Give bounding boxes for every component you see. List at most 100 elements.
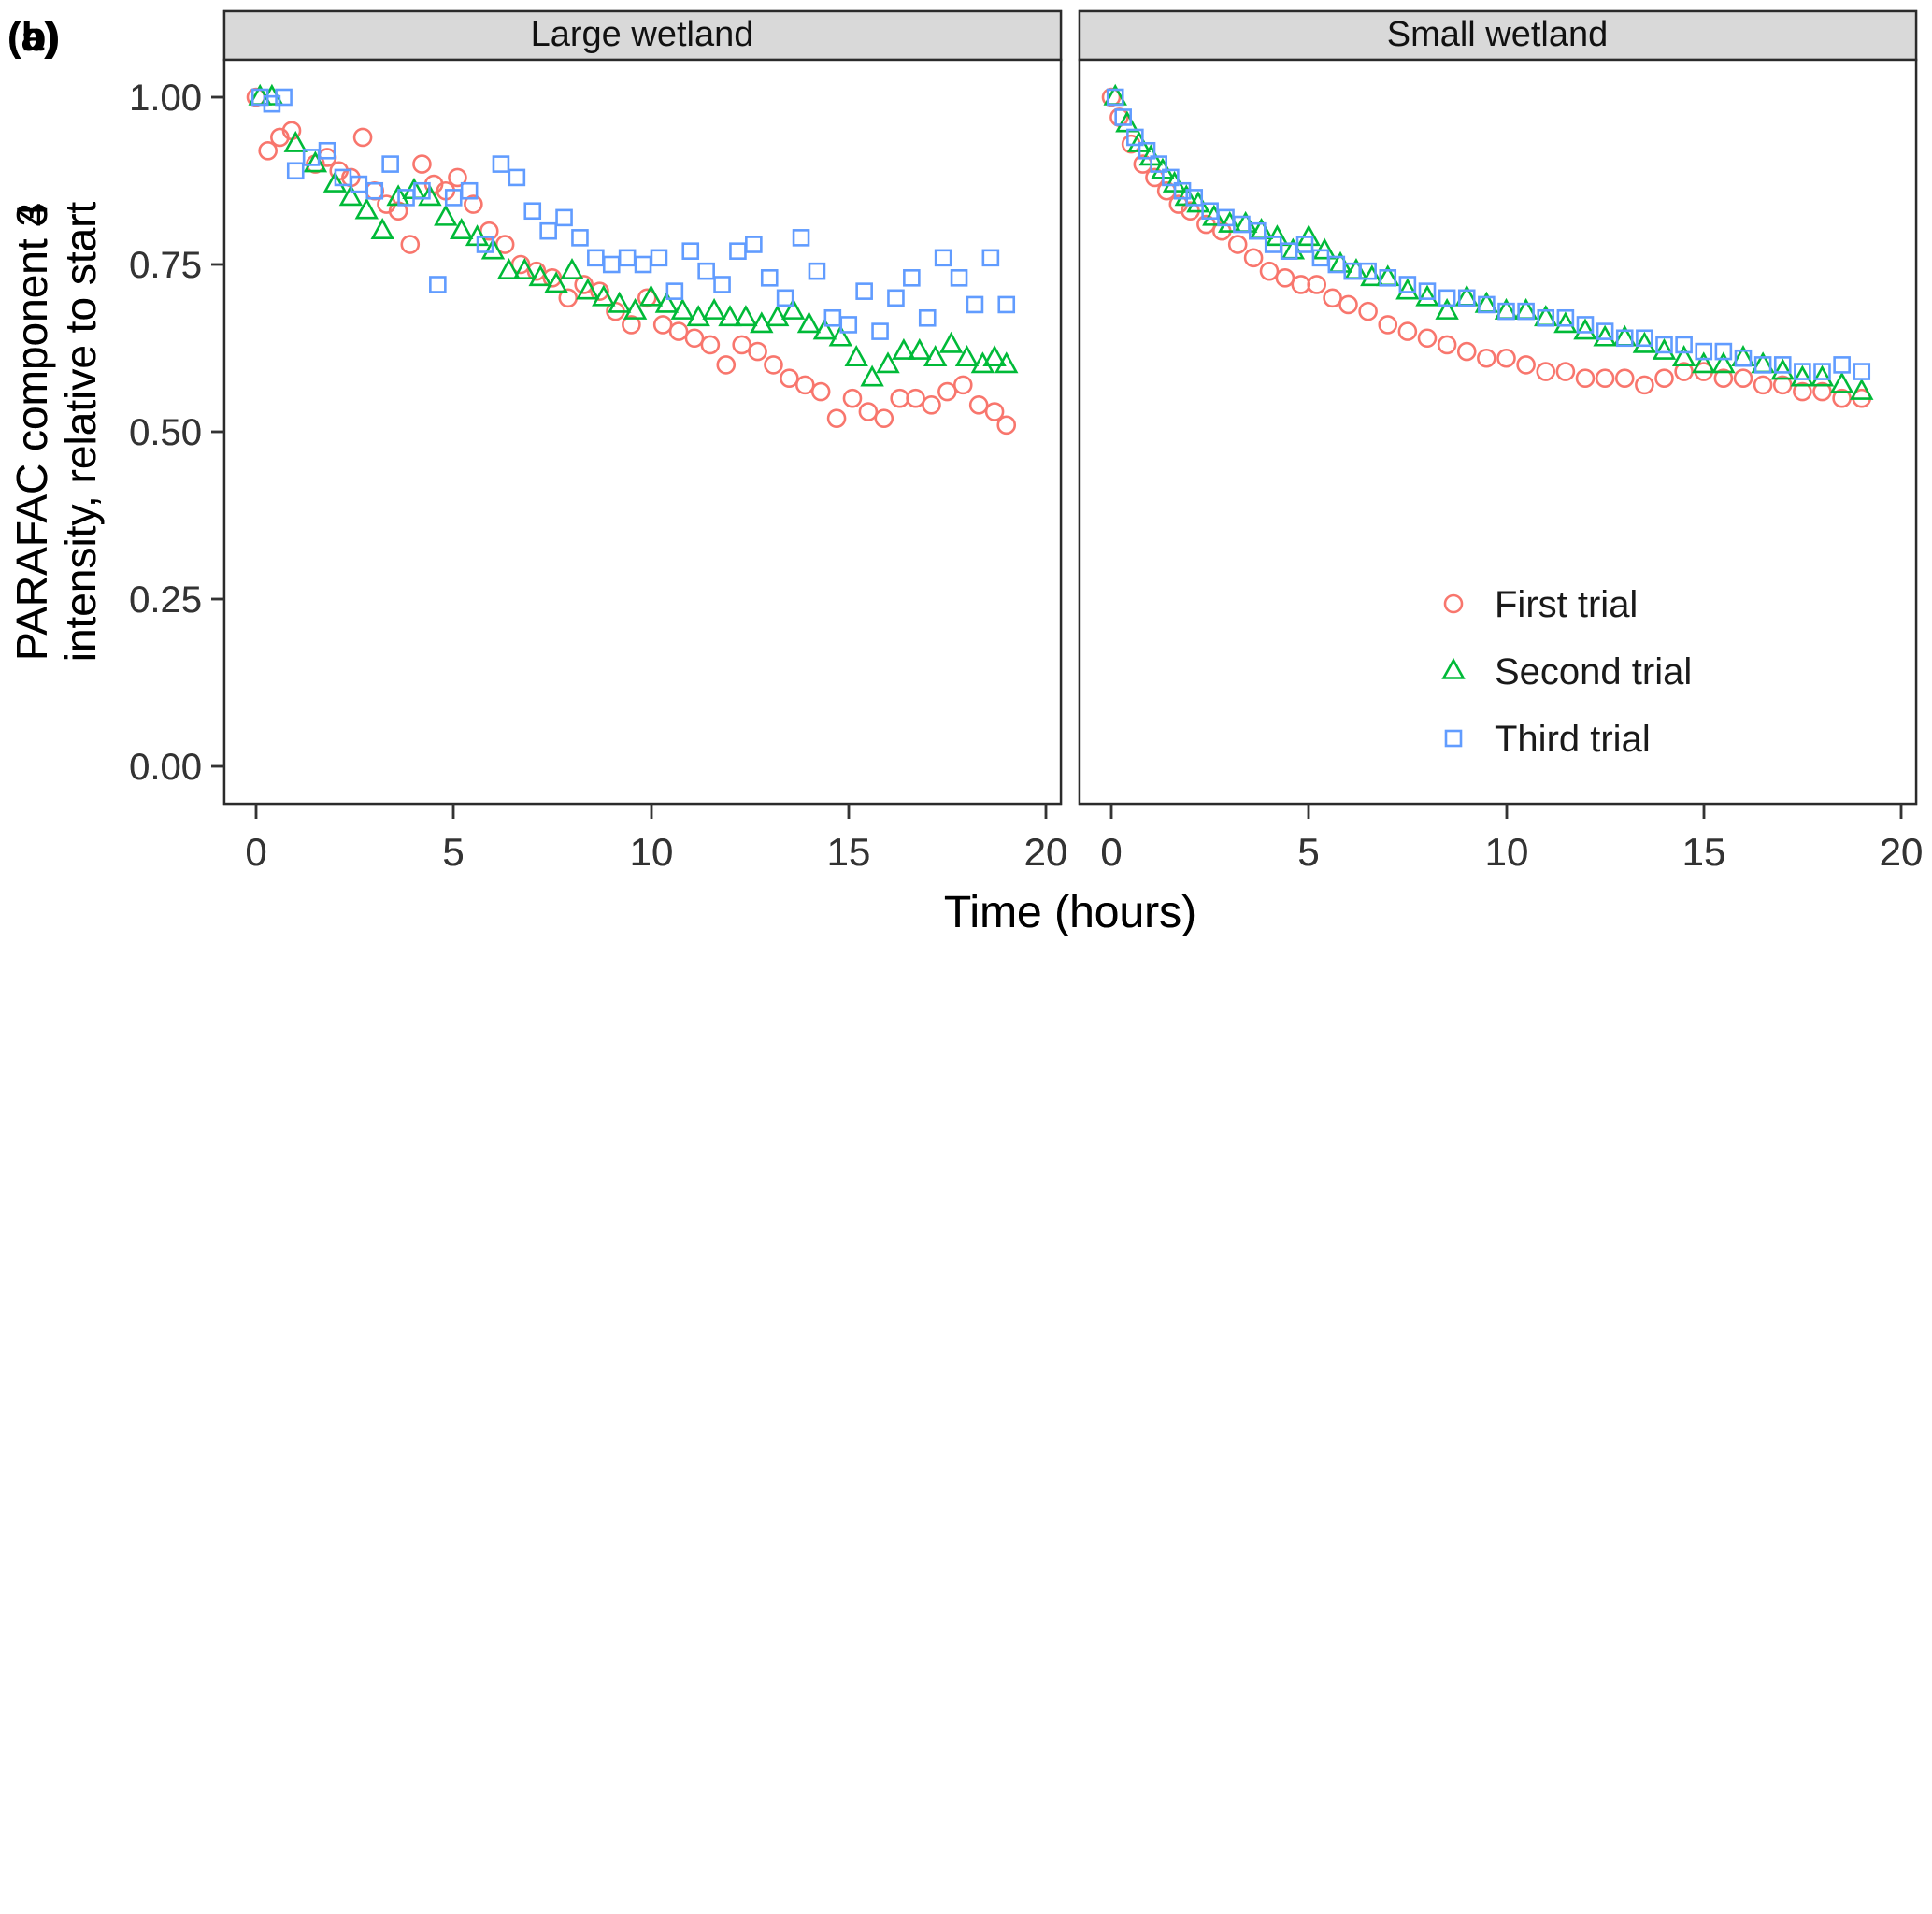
data-point-triangle — [1790, 364, 1815, 387]
data-point-circle — [1635, 375, 1654, 395]
data-point-square — [808, 262, 826, 280]
data-point-circle — [968, 395, 989, 415]
data-point-circle — [996, 415, 1017, 436]
data-point-square — [1636, 329, 1653, 348]
data-point-square — [697, 262, 715, 280]
data-point-square — [508, 168, 526, 187]
data-point-square — [713, 276, 731, 293]
data-point-circle — [1733, 368, 1753, 389]
data-point-square — [476, 236, 494, 253]
data-point-square — [950, 269, 968, 287]
data-point-triangle — [322, 170, 348, 193]
data-point-square — [903, 269, 921, 287]
data-point-circle — [1812, 381, 1832, 402]
legend-marker-circle — [1443, 593, 1464, 614]
data-point-circle — [874, 408, 894, 428]
data-point-square — [839, 316, 858, 334]
data-point-circle — [1654, 368, 1674, 389]
legend-label: Second trial — [1495, 651, 1692, 693]
data-point-triangle — [1810, 364, 1835, 387]
data-point-circle — [906, 388, 925, 408]
data-point-circle — [1397, 321, 1418, 341]
x-tick-label: 15 — [1682, 830, 1726, 874]
facet-strip-large-label: Large wetland — [531, 15, 754, 54]
data-point-triangle — [1711, 351, 1736, 374]
plot-panel-small — [1078, 58, 1918, 806]
data-point-circle — [1575, 368, 1596, 389]
data-point-circle — [558, 288, 579, 308]
data-point-triangle — [623, 297, 648, 320]
data-point-square — [650, 249, 668, 267]
data-point-square — [1833, 356, 1851, 374]
data-point-square — [1162, 168, 1180, 187]
data-point-square — [1655, 336, 1673, 354]
data-point-circle — [764, 355, 783, 375]
data-point-circle — [1323, 288, 1342, 308]
data-point-square — [918, 308, 937, 327]
data-point-circle — [1338, 294, 1358, 315]
data-point-square — [681, 242, 700, 260]
data-point-circle — [542, 268, 563, 288]
x-tick-label: 15 — [827, 830, 871, 874]
data-point-square — [460, 181, 479, 200]
data-point-square — [429, 276, 447, 293]
data-point-triangle — [812, 318, 837, 340]
data-point-circle — [842, 388, 863, 408]
data-point-triangle — [1360, 264, 1384, 287]
x-tick-label: 5 — [442, 830, 464, 874]
data-point-square — [1126, 128, 1144, 147]
data-point-square — [1497, 302, 1515, 321]
data-point-triangle — [1435, 297, 1459, 320]
x-tick-label: 0 — [1100, 830, 1122, 874]
data-point-triangle — [1573, 318, 1597, 340]
data-point-square — [555, 208, 573, 227]
data-point-triangle — [1829, 371, 1854, 393]
x-tick-label: 10 — [1485, 830, 1529, 874]
data-point-circle — [1496, 348, 1516, 368]
x-tick-label: 5 — [1297, 830, 1319, 874]
data-point-triangle — [1652, 337, 1677, 360]
y-tick-label: 0.25 — [129, 579, 202, 621]
data-point-circle — [400, 235, 421, 254]
data-point-circle — [258, 140, 278, 161]
data-point-circle — [1753, 375, 1773, 395]
data-point-square — [1359, 262, 1377, 280]
data-point-triangle — [370, 218, 394, 239]
data-point-circle — [464, 194, 483, 214]
x-tick-label: 20 — [1880, 830, 1924, 874]
x-tick-label: 15 — [1682, 830, 1726, 874]
data-point-triangle — [954, 345, 980, 367]
y-tick-label: 1.00 — [129, 78, 202, 119]
y-tick-label: 0.75 — [129, 245, 202, 286]
data-point-circle — [637, 288, 657, 308]
data-point-circle — [794, 375, 815, 395]
data-point-triangle — [995, 351, 1019, 374]
data-point-triangle — [1415, 284, 1439, 307]
data-point-triangle — [528, 264, 552, 287]
data-point-triangle — [876, 351, 900, 374]
y-tick-label: 0.25 — [129, 579, 202, 621]
data-point-square — [1138, 141, 1156, 160]
data-point-circle — [1307, 275, 1326, 294]
data-point-circle — [412, 154, 432, 174]
legend: First trial Second trial Third trial — [1441, 584, 1692, 760]
data-point-triangle — [938, 331, 964, 353]
data-point-triangle — [765, 305, 790, 327]
data-point-square — [381, 155, 399, 173]
data-point-circle — [1713, 368, 1734, 389]
data-point-square — [1150, 155, 1167, 173]
data-point-triangle — [982, 345, 1007, 367]
data-point-square — [1773, 356, 1792, 374]
data-point-square — [1379, 269, 1397, 287]
data-point-square — [871, 322, 889, 340]
data-point-triangle — [1632, 331, 1657, 353]
data-point-circle — [1832, 388, 1852, 408]
data-point-circle — [1595, 368, 1615, 389]
data-point-square — [1853, 363, 1871, 380]
panel-b-tag: (b) — [7, 14, 60, 60]
data-point-square — [792, 229, 810, 247]
data-point-triangle — [1593, 324, 1617, 347]
data-point-square — [523, 202, 542, 221]
data-point-triangle — [1671, 345, 1696, 367]
